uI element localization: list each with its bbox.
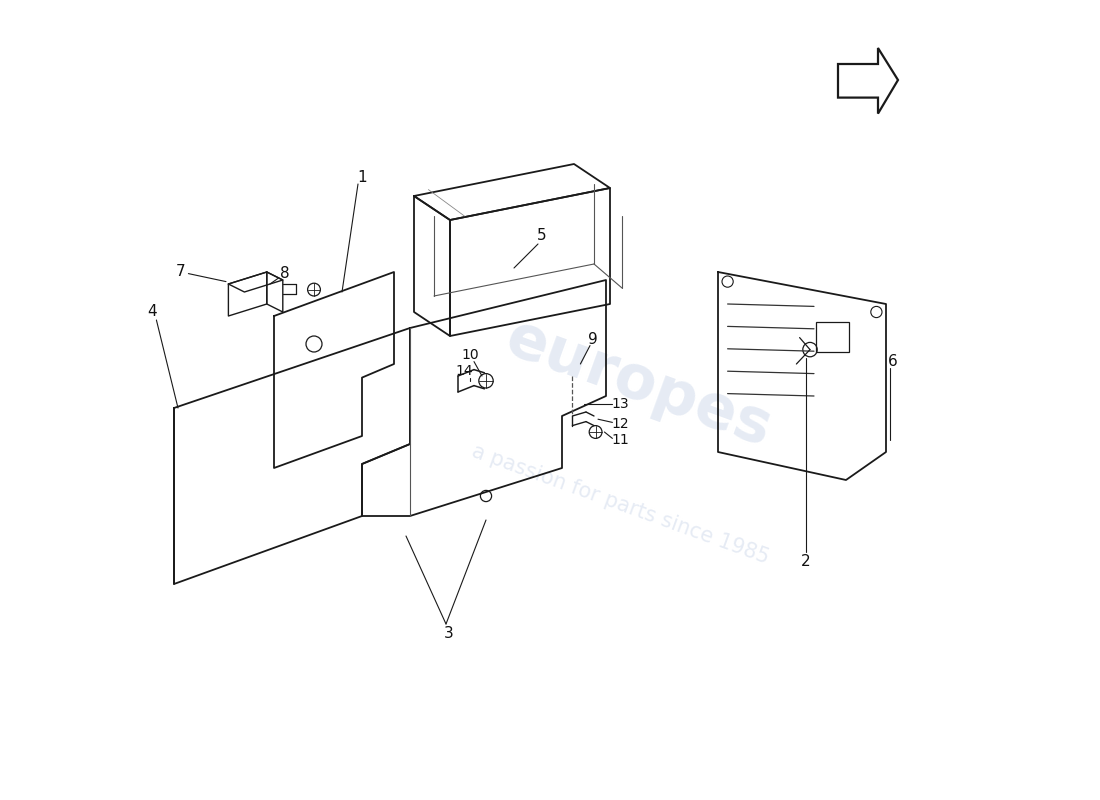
Text: europes: europes xyxy=(497,309,779,459)
Text: 11: 11 xyxy=(612,433,629,447)
Text: 6: 6 xyxy=(888,354,898,369)
Text: 9: 9 xyxy=(588,332,598,346)
Text: 8: 8 xyxy=(279,266,289,281)
Text: 10: 10 xyxy=(461,348,478,362)
Text: 14: 14 xyxy=(455,364,473,378)
Text: 2: 2 xyxy=(801,554,811,569)
Text: 4: 4 xyxy=(146,305,156,319)
Text: 12: 12 xyxy=(612,417,629,431)
Text: 3: 3 xyxy=(443,626,453,641)
Text: 7: 7 xyxy=(176,265,185,279)
Text: 1: 1 xyxy=(358,170,366,185)
Text: 5: 5 xyxy=(537,229,547,243)
Text: 13: 13 xyxy=(612,397,629,411)
Text: a passion for parts since 1985: a passion for parts since 1985 xyxy=(469,441,772,567)
